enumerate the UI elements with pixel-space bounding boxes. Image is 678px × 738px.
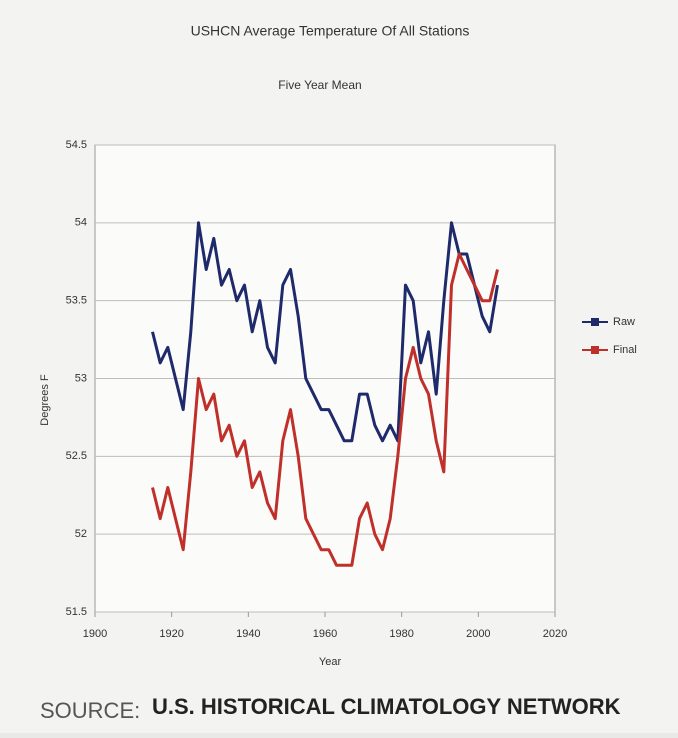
y-tick-label: 51.5 [66,606,87,618]
y-tick-label: 52.5 [66,450,87,462]
legend-marker [591,346,599,354]
x-tick-label: 2000 [466,628,490,640]
chart: USHCN Average Temperature Of All Station… [0,0,678,733]
y-tick-label: 52 [75,528,87,540]
x-tick-label: 1920 [159,628,183,640]
x-axis-label: Year [319,656,342,668]
y-tick-label: 54 [75,217,87,229]
legend-marker [591,318,599,326]
x-tick-label: 1900 [83,628,107,640]
page: USHCN Average Temperature Of All Station… [0,0,678,738]
x-tick-label: 1980 [389,628,413,640]
x-tick-label: 1940 [236,628,260,640]
x-tick-label: 2020 [543,628,567,640]
y-tick-label: 53 [75,372,87,384]
y-tick-label: 54.5 [66,139,87,151]
source: U.S. HISTORICAL CLIMATOLOGY NETWORK [152,694,621,719]
chart-subtitle: Five Year Mean [278,78,361,92]
y-axis-label: Degrees F [39,374,51,426]
x-tick-label: 1960 [313,628,337,640]
y-tick-label: 53.5 [66,295,87,307]
legend-label: Final [613,344,637,356]
legend-label: Raw [613,316,635,328]
chart-title: USHCN Average Temperature Of All Station… [191,23,470,39]
source-label: SOURCE: [40,698,140,723]
